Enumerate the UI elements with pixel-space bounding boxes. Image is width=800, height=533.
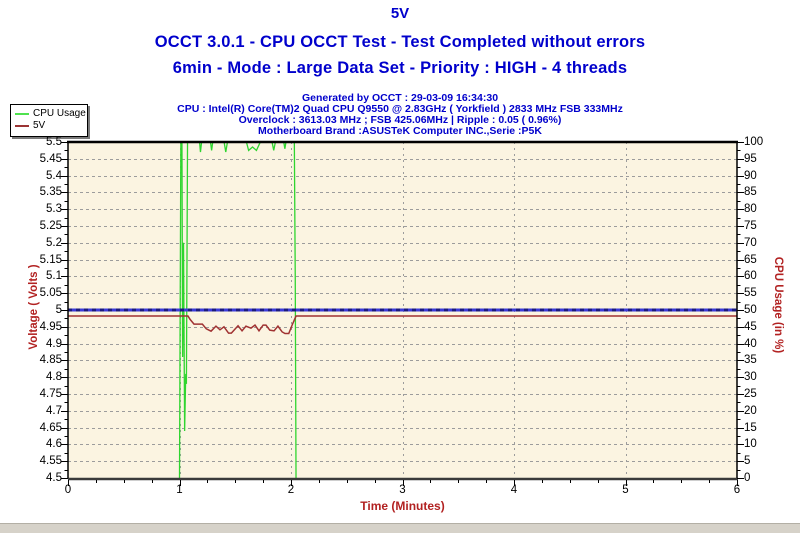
cpu-usage-tick-label: 100 bbox=[744, 136, 764, 148]
legend-label: CPU Usage bbox=[33, 108, 86, 119]
cpu-usage-tick-label: 15 bbox=[744, 421, 757, 434]
legend: CPU Usage 5V bbox=[10, 104, 88, 137]
voltage-tick-label: 4.95 bbox=[39, 320, 62, 333]
voltage-tick-label: 5.2 bbox=[46, 236, 62, 249]
voltage-tick-label: 4.55 bbox=[39, 455, 62, 468]
voltage-tick-label: 5.4 bbox=[46, 169, 62, 182]
voltage-tick-label: 5.3 bbox=[46, 203, 62, 216]
motherboard-info-line: Motherboard Brand :ASUSTeK Computer INC.… bbox=[258, 125, 542, 137]
voltage-tick-label: 4.85 bbox=[39, 354, 62, 367]
time-tick-label: 2 bbox=[287, 484, 295, 496]
time-tick-label: 6 bbox=[733, 484, 741, 496]
time-tick-label: 4 bbox=[510, 484, 518, 496]
cpu-usage-tick-label: 30 bbox=[744, 371, 757, 384]
cpu-usage-tick-label: 85 bbox=[744, 186, 757, 199]
cpu-usage-tick-label: 55 bbox=[744, 287, 757, 300]
voltage-5v-line bbox=[68, 315, 737, 335]
voltage-tick-label: 5 bbox=[55, 304, 62, 316]
cpu-usage-tick-label: 65 bbox=[744, 253, 757, 266]
cpu-usage-tick-label: 60 bbox=[744, 270, 757, 283]
voltage-tick-label: 4.9 bbox=[46, 337, 62, 350]
cpu-usage-tick-label: 75 bbox=[744, 220, 757, 232]
cpu-usage-tick-label: 80 bbox=[744, 203, 757, 216]
cpu-usage-axis-title: CPU Usage (in %) bbox=[772, 256, 784, 354]
test-result-line: OCCT 3.0.1 - CPU OCCT Test - Test Comple… bbox=[154, 33, 646, 51]
voltage-tick-label: 5.25 bbox=[39, 220, 62, 232]
cpu-usage-tick-label: 35 bbox=[744, 354, 757, 367]
voltage-tick-label: 5.15 bbox=[39, 253, 62, 266]
voltage-tick-label: 4.8 bbox=[46, 371, 62, 384]
time-tick-label: 0 bbox=[64, 484, 72, 496]
voltage-tick-label: 4.65 bbox=[39, 421, 62, 434]
legend-item-cpu-usage: CPU Usage bbox=[15, 108, 86, 120]
voltage-tick-label: 4.75 bbox=[39, 388, 62, 400]
cpu-usage-tick-label: 95 bbox=[744, 152, 757, 165]
graph-title: 5V bbox=[390, 5, 410, 22]
cpu-usage-tick-label: 45 bbox=[744, 320, 757, 333]
voltage-tick-label: 4.6 bbox=[46, 438, 62, 451]
test-config-line: 6min - Mode : Large Data Set - Priority … bbox=[172, 59, 628, 77]
cpu-usage-tick-label: 40 bbox=[744, 337, 757, 350]
cpu-usage-tick-label: 20 bbox=[744, 404, 757, 417]
cpu-usage-tick-label: 50 bbox=[744, 304, 757, 316]
window-edge-strip bbox=[0, 523, 800, 533]
voltage-tick-label: 5.35 bbox=[39, 186, 62, 199]
voltage-tick-label: 5.45 bbox=[39, 152, 62, 165]
cpu-usage-line-swatch bbox=[15, 113, 29, 115]
cpu-usage-tick-label: 25 bbox=[744, 388, 757, 400]
cpu-usage-tick-label: 90 bbox=[744, 169, 757, 182]
cpu-usage-tick-label: 70 bbox=[744, 236, 757, 249]
cpu-usage-tick-label: 0 bbox=[744, 472, 751, 484]
cpu-usage-tick-label: 10 bbox=[744, 438, 757, 451]
voltage-tick-label: 4.7 bbox=[46, 404, 62, 417]
time-tick-label: 5 bbox=[622, 484, 629, 496]
legend-item-5v: 5V bbox=[15, 120, 83, 132]
generated-line: Generated by OCCT : 29-03-09 16:34:30 bbox=[301, 92, 499, 104]
time-axis-title: Time (Minutes) bbox=[360, 499, 445, 513]
cpu-usage-tick-label: 5 bbox=[744, 455, 751, 468]
voltage-tick-label: 5.5 bbox=[46, 136, 62, 148]
cpu-info-line: CPU : Intel(R) Core(TM)2 Quad CPU Q9550 … bbox=[177, 103, 623, 115]
time-tick-label: 1 bbox=[176, 484, 183, 496]
voltage-tick-label: 5.05 bbox=[39, 287, 62, 300]
voltage-tick-label: 5.1 bbox=[46, 270, 62, 283]
voltage-line-swatch bbox=[15, 125, 29, 127]
overclock-info-line: Overclock : 3613.03 MHz ; FSB 425.06MHz … bbox=[238, 114, 562, 126]
voltage-axis-title: Voltage ( Volts ) bbox=[28, 264, 40, 350]
time-tick-label: 3 bbox=[399, 484, 406, 496]
legend-label: 5V bbox=[33, 120, 46, 131]
voltage-tick-label: 4.5 bbox=[46, 472, 62, 484]
chart-canvas bbox=[61, 140, 744, 486]
